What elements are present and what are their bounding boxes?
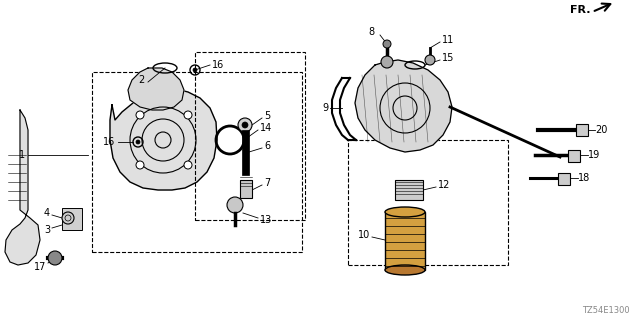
Text: 13: 13 bbox=[260, 215, 272, 225]
Bar bbox=[240, 180, 252, 198]
Text: 9: 9 bbox=[322, 103, 328, 113]
Bar bbox=[576, 124, 588, 136]
Circle shape bbox=[425, 55, 435, 65]
Text: 8: 8 bbox=[368, 27, 374, 37]
Ellipse shape bbox=[385, 265, 425, 275]
Bar bbox=[568, 150, 580, 162]
Bar bbox=[558, 173, 570, 185]
FancyArrowPatch shape bbox=[595, 4, 611, 11]
Ellipse shape bbox=[385, 207, 425, 217]
Text: 3: 3 bbox=[44, 225, 50, 235]
Text: 2: 2 bbox=[138, 75, 144, 85]
Text: 11: 11 bbox=[442, 35, 454, 45]
Circle shape bbox=[136, 111, 144, 119]
Bar bbox=[385, 212, 425, 270]
Text: 18: 18 bbox=[578, 173, 590, 183]
Text: 19: 19 bbox=[588, 150, 600, 160]
Text: 6: 6 bbox=[264, 141, 270, 151]
Bar bbox=[195, 52, 305, 220]
Bar bbox=[348, 140, 508, 265]
Text: 20: 20 bbox=[595, 125, 607, 135]
Text: TZ54E1300: TZ54E1300 bbox=[582, 306, 630, 315]
Text: 16: 16 bbox=[103, 137, 115, 147]
Text: 5: 5 bbox=[264, 111, 270, 121]
Text: 14: 14 bbox=[260, 123, 272, 133]
Circle shape bbox=[136, 161, 144, 169]
Text: 4: 4 bbox=[44, 208, 50, 218]
Polygon shape bbox=[128, 68, 184, 110]
Polygon shape bbox=[355, 60, 452, 152]
Text: 7: 7 bbox=[264, 178, 270, 188]
Circle shape bbox=[383, 40, 391, 48]
Bar bbox=[92, 72, 302, 252]
Circle shape bbox=[184, 111, 192, 119]
Circle shape bbox=[238, 118, 252, 132]
Circle shape bbox=[48, 251, 62, 265]
Text: 17: 17 bbox=[34, 262, 46, 272]
Text: 12: 12 bbox=[438, 180, 451, 190]
Circle shape bbox=[184, 161, 192, 169]
Text: 15: 15 bbox=[442, 53, 454, 63]
Circle shape bbox=[193, 68, 197, 72]
Polygon shape bbox=[5, 110, 40, 265]
Circle shape bbox=[242, 122, 248, 128]
Text: 16: 16 bbox=[212, 60, 224, 70]
Circle shape bbox=[136, 140, 140, 144]
Bar bbox=[242, 130, 249, 175]
Text: 1: 1 bbox=[19, 150, 25, 160]
Bar bbox=[395, 180, 423, 200]
Polygon shape bbox=[110, 88, 217, 190]
Circle shape bbox=[62, 212, 74, 224]
Circle shape bbox=[381, 56, 393, 68]
Text: 10: 10 bbox=[358, 230, 370, 240]
Text: FR.: FR. bbox=[570, 5, 591, 15]
Circle shape bbox=[227, 197, 243, 213]
Bar bbox=[62, 208, 82, 230]
